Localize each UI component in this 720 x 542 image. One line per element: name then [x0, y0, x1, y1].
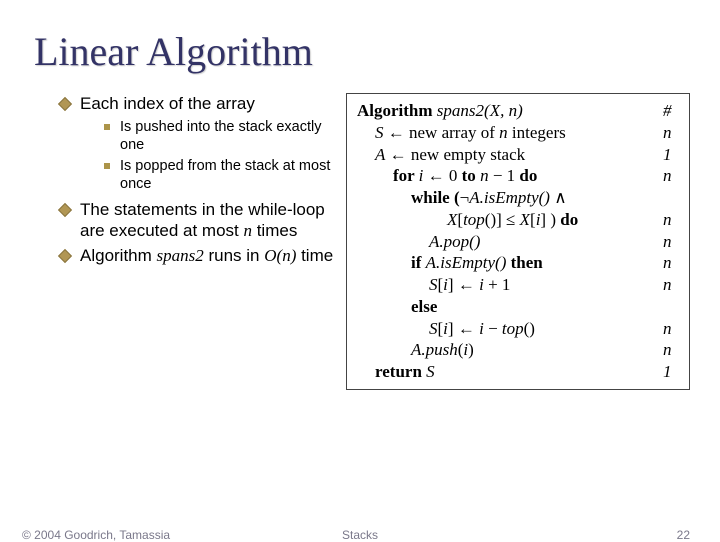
- list-item: Is pushed into the stack exactly one: [104, 118, 340, 154]
- cost: n: [663, 274, 681, 296]
- cost: n: [663, 339, 681, 361]
- kw: return: [375, 362, 426, 381]
- bullet-text: Each index of the array: [80, 93, 255, 114]
- list-item: Is popped from the stack at most once: [104, 157, 340, 193]
- algo-name: spans2: [157, 246, 204, 265]
- cost: [663, 296, 681, 318]
- algo-line: X[top()] ≤ X[i] ) do n: [357, 209, 681, 231]
- algo-line: A.pop() n: [357, 231, 681, 253]
- cost: 1: [663, 144, 681, 166]
- var: S: [426, 362, 435, 381]
- txt: −: [484, 319, 502, 338]
- algo-line: return S 1: [357, 361, 681, 383]
- cost: [663, 187, 681, 209]
- txt: ] ←: [448, 319, 479, 338]
- diamond-icon: [58, 249, 72, 263]
- content-area: Each index of the array Is pushed into t…: [0, 75, 720, 390]
- algo-line: S ← new array of n integers n: [357, 122, 681, 144]
- sym: ¬: [460, 188, 470, 207]
- bullet-item: The statements in the while-loop are exe…: [60, 199, 340, 242]
- bullet-item: Each index of the array: [60, 93, 340, 114]
- big-o: O(n): [264, 246, 296, 265]
- sub-list: Is pushed into the stack exactly one Is …: [60, 118, 340, 193]
- cost: n: [663, 252, 681, 274]
- diamond-icon: [58, 97, 72, 111]
- kw: while (: [411, 188, 460, 207]
- text-span: time: [296, 246, 333, 265]
- cost: n: [663, 318, 681, 340]
- call: top: [463, 210, 485, 229]
- var: A: [375, 145, 385, 164]
- txt: ← 0: [423, 166, 461, 185]
- bullet-text: The statements in the while-loop are exe…: [80, 199, 340, 242]
- var: S: [429, 275, 438, 294]
- var: S: [375, 123, 384, 142]
- cost: n: [663, 165, 681, 187]
- left-column: Each index of the array Is pushed into t…: [60, 93, 340, 390]
- var: n: [499, 123, 508, 142]
- algo-line: Algorithm spans2(X, n) #: [357, 100, 681, 122]
- cost: n: [663, 209, 681, 231]
- diamond-icon: [58, 203, 72, 217]
- kw: Algorithm: [357, 101, 437, 120]
- sub-bullet-text: Is popped from the stack at most once: [120, 157, 340, 193]
- algo-line: A ← new empty stack 1: [357, 144, 681, 166]
- txt: (): [524, 319, 535, 338]
- kw: if: [411, 253, 426, 272]
- algo-line: while (¬A.isEmpty() ∧: [357, 187, 681, 209]
- slide-title: Linear Algorithm: [0, 0, 720, 75]
- var-n: n: [243, 221, 252, 240]
- txt: ] ): [540, 210, 560, 229]
- cost: 1: [663, 361, 681, 383]
- txt: ← new array of: [384, 123, 500, 142]
- var: X: [447, 210, 457, 229]
- cost: n: [663, 231, 681, 253]
- kw: do: [560, 210, 578, 229]
- var: S: [429, 319, 438, 338]
- sig: spans2(X, n): [437, 101, 523, 120]
- var: X: [520, 210, 530, 229]
- algo-line: S[i] ← i − top() n: [357, 318, 681, 340]
- kw: else: [411, 297, 437, 316]
- call: A.pop(): [429, 232, 480, 251]
- square-icon: [104, 163, 110, 169]
- algo-line: S[i] ← i + 1 n: [357, 274, 681, 296]
- text-span: Algorithm: [80, 246, 157, 265]
- txt: integers: [508, 123, 566, 142]
- txt: − 1: [489, 166, 520, 185]
- call: A.push: [411, 340, 458, 359]
- bullet-item: Algorithm spans2 runs in O(n) time: [60, 245, 340, 266]
- algorithm-box: Algorithm spans2(X, n) # S ← new array o…: [346, 93, 690, 390]
- text-span: times: [252, 221, 297, 240]
- kw: then: [506, 253, 542, 272]
- algo-line: else: [357, 296, 681, 318]
- call: A.isEmpty(): [426, 253, 507, 272]
- txt: ← new empty stack: [385, 145, 525, 164]
- algo-line: for i ← 0 to n − 1 do n: [357, 165, 681, 187]
- text-span: runs in: [204, 246, 264, 265]
- call: A.isEmpty(): [469, 188, 550, 207]
- right-column: Algorithm spans2(X, n) # S ← new array o…: [346, 93, 690, 390]
- cost: #: [663, 100, 681, 122]
- txt: ()] ≤: [485, 210, 520, 229]
- call: top: [502, 319, 524, 338]
- txt: ): [468, 340, 474, 359]
- var: n: [476, 166, 489, 185]
- txt: + 1: [484, 275, 511, 294]
- sym: ∧: [550, 188, 567, 207]
- algo-line: if A.isEmpty() then n: [357, 252, 681, 274]
- sub-bullet-text: Is pushed into the stack exactly one: [120, 118, 340, 154]
- kw: to: [462, 166, 476, 185]
- kw: do: [519, 166, 537, 185]
- cost: n: [663, 122, 681, 144]
- kw: for: [393, 166, 419, 185]
- square-icon: [104, 124, 110, 130]
- bullet-text: Algorithm spans2 runs in O(n) time: [80, 245, 333, 266]
- algo-line: A.push(i) n: [357, 339, 681, 361]
- txt: ] ←: [448, 275, 479, 294]
